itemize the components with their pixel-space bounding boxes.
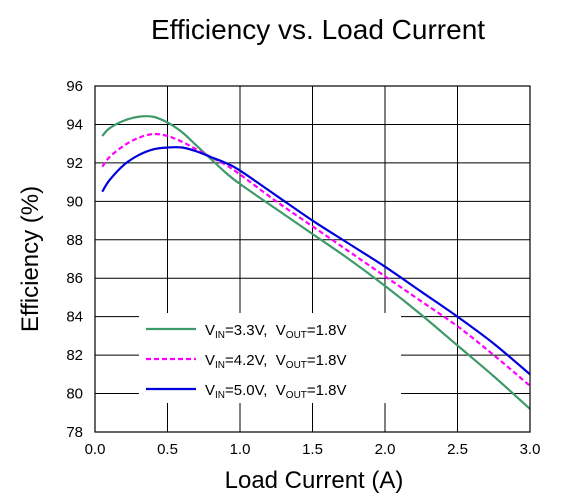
y-tick-label: 96: [66, 78, 83, 95]
y-axis-label: Efficiency (%): [17, 186, 44, 332]
x-tick-label: 1.0: [230, 441, 251, 458]
y-tick-label: 88: [66, 232, 83, 249]
y-tick-label: 86: [66, 270, 83, 287]
y-tick-label: 94: [66, 116, 83, 133]
legend: VIN=3.3V, VOUT=1.8V VIN=4.2V, VOUT=1.8V VI…: [139, 313, 401, 403]
legend-label-2: VIN=4.2V, VOUT=1.8V: [205, 352, 347, 371]
y-tick-label: 92: [66, 155, 83, 172]
y-tick-label: 80: [66, 386, 83, 403]
tick-labels: 0.0 0.5 1.0 1.5 2.0 2.5 3.0 78 80 82 84 86 88 90 92 94 9…: [66, 78, 540, 458]
x-axis-label: Load Current (A): [225, 467, 404, 494]
series-lines: [101, 115, 531, 410]
y-tick-label: 82: [66, 347, 83, 364]
x-tick-label: 0.5: [157, 441, 178, 458]
x-tick-label: 2.0: [375, 441, 396, 458]
y-tick-label: 84: [66, 309, 83, 326]
legend-label-1: VIN=3.3V, VOUT=1.8V: [205, 322, 347, 341]
y-tick-label: 78: [66, 424, 83, 441]
y-tick-label: 90: [66, 193, 83, 210]
x-tick-label: 3.0: [520, 441, 541, 458]
series-line-1: [101, 115, 531, 410]
x-tick-label: 1.5: [302, 441, 323, 458]
legend-label-3: VIN=5.0V, VOUT=1.8V: [205, 382, 347, 401]
series-line-3: [101, 146, 531, 376]
chart-title: Efficiency vs. Load Current: [151, 14, 485, 45]
x-tick-label: 0.0: [85, 441, 106, 458]
x-tick-label: 2.5: [447, 441, 468, 458]
plot-frame: [94, 85, 531, 433]
series-line-2: [101, 132, 531, 387]
